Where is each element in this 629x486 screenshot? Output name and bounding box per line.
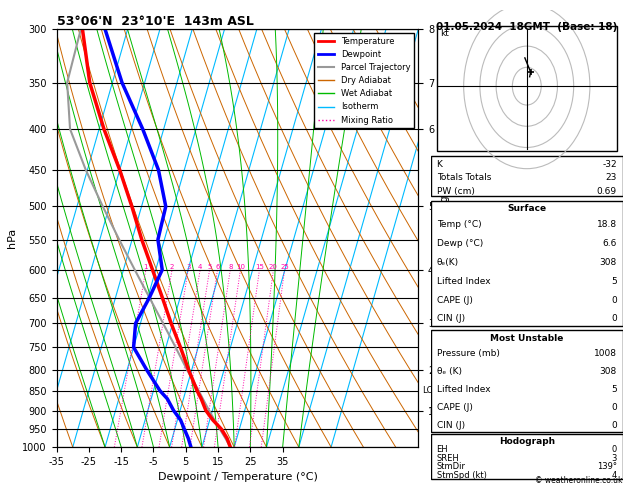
Text: 0: 0 bbox=[611, 314, 617, 324]
Text: EH: EH bbox=[437, 445, 448, 453]
Text: CAPE (J): CAPE (J) bbox=[437, 295, 472, 305]
Text: SREH: SREH bbox=[437, 453, 459, 463]
Text: 5: 5 bbox=[208, 264, 212, 270]
Text: 6: 6 bbox=[215, 264, 220, 270]
Text: 2: 2 bbox=[170, 264, 174, 270]
Text: LCL: LCL bbox=[457, 443, 472, 451]
Text: 20: 20 bbox=[269, 264, 278, 270]
Text: StmDir: StmDir bbox=[437, 462, 465, 471]
Text: 1: 1 bbox=[143, 264, 148, 270]
Text: km
ASL: km ASL bbox=[457, 26, 476, 48]
Text: CIN (J): CIN (J) bbox=[437, 421, 465, 430]
Text: StmSpd (kt): StmSpd (kt) bbox=[437, 471, 486, 480]
Text: 139°: 139° bbox=[597, 462, 617, 471]
Text: 6.6: 6.6 bbox=[603, 239, 617, 248]
Legend: Temperature, Dewpoint, Parcel Trajectory, Dry Adiabat, Wet Adiabat, Isotherm, Mi: Temperature, Dewpoint, Parcel Trajectory… bbox=[314, 34, 414, 128]
Text: PW (cm): PW (cm) bbox=[437, 187, 474, 196]
Text: 15: 15 bbox=[255, 264, 264, 270]
Text: Temp (°C): Temp (°C) bbox=[437, 220, 481, 229]
Text: CIN (J): CIN (J) bbox=[437, 314, 465, 324]
Text: Dewp (°C): Dewp (°C) bbox=[437, 239, 483, 248]
Text: Most Unstable: Most Unstable bbox=[490, 334, 564, 343]
Text: Hodograph: Hodograph bbox=[499, 437, 555, 446]
Text: 308: 308 bbox=[599, 258, 617, 267]
Text: 0: 0 bbox=[611, 295, 617, 305]
Text: kt: kt bbox=[440, 29, 449, 37]
Text: 3: 3 bbox=[611, 453, 617, 463]
Text: Surface: Surface bbox=[507, 205, 547, 213]
Bar bbox=[431, 434, 623, 479]
Text: K: K bbox=[437, 160, 442, 169]
Text: LCL: LCL bbox=[422, 386, 437, 395]
Text: 0: 0 bbox=[612, 445, 617, 453]
Text: Lifted Index: Lifted Index bbox=[437, 385, 490, 394]
Text: 1008: 1008 bbox=[594, 349, 617, 358]
Text: Pressure (mb): Pressure (mb) bbox=[437, 349, 499, 358]
Text: 53°06'N  23°10'E  143m ASL: 53°06'N 23°10'E 143m ASL bbox=[57, 15, 253, 28]
Y-axis label: hPa: hPa bbox=[7, 228, 17, 248]
Text: 18.8: 18.8 bbox=[597, 220, 617, 229]
Y-axis label: Mixing Ratio (g/kg): Mixing Ratio (g/kg) bbox=[440, 192, 450, 284]
Text: 25: 25 bbox=[280, 264, 289, 270]
Text: © weatheronline.co.uk: © weatheronline.co.uk bbox=[535, 476, 623, 485]
Text: 01.05.2024  18GMT  (Base: 18): 01.05.2024 18GMT (Base: 18) bbox=[436, 21, 618, 32]
Text: 23: 23 bbox=[606, 174, 617, 182]
Text: 0.69: 0.69 bbox=[597, 187, 617, 196]
Text: θₑ (K): θₑ (K) bbox=[437, 367, 462, 376]
Text: 5: 5 bbox=[611, 277, 617, 286]
Text: 308: 308 bbox=[599, 367, 617, 376]
Text: Lifted Index: Lifted Index bbox=[437, 277, 490, 286]
Text: -32: -32 bbox=[603, 160, 617, 169]
Text: 4: 4 bbox=[612, 471, 617, 480]
Bar bbox=[437, 26, 617, 151]
Text: θₑ(K): θₑ(K) bbox=[437, 258, 459, 267]
Text: 0: 0 bbox=[611, 421, 617, 430]
Text: 3: 3 bbox=[186, 264, 191, 270]
Text: 8: 8 bbox=[228, 264, 233, 270]
Text: CAPE (J): CAPE (J) bbox=[437, 403, 472, 412]
Bar bbox=[431, 156, 623, 196]
Text: 4: 4 bbox=[198, 264, 203, 270]
Text: Totals Totals: Totals Totals bbox=[437, 174, 491, 182]
Text: 0: 0 bbox=[611, 403, 617, 412]
Text: 5: 5 bbox=[611, 385, 617, 394]
X-axis label: Dewpoint / Temperature (°C): Dewpoint / Temperature (°C) bbox=[157, 472, 318, 483]
Text: 10: 10 bbox=[236, 264, 245, 270]
Bar bbox=[431, 330, 623, 432]
Bar bbox=[431, 201, 623, 326]
